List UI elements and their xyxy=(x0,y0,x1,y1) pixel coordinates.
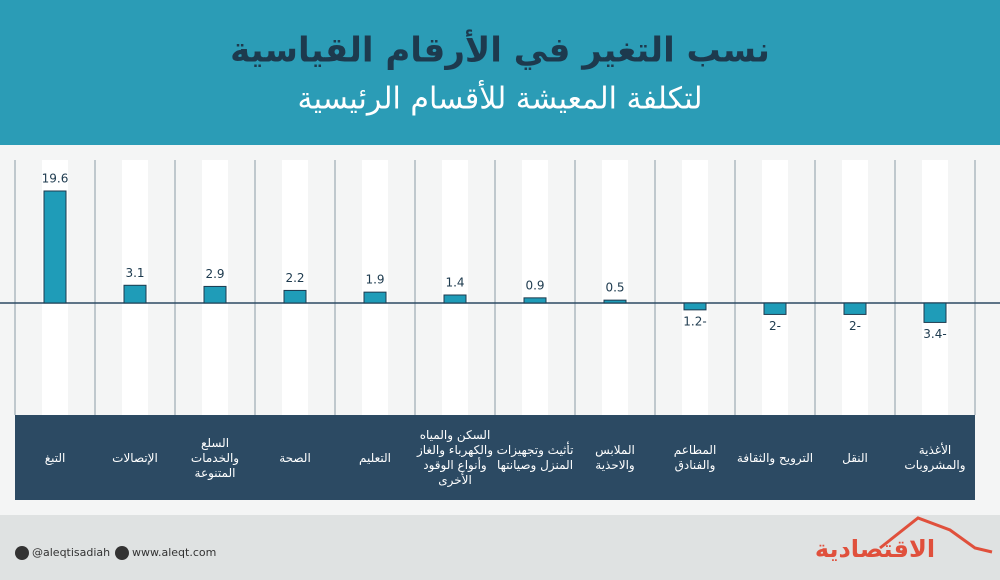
category-label: السلع والخدمات المتنوعة xyxy=(190,435,240,480)
bar xyxy=(923,302,947,323)
value-label: 3.1 xyxy=(125,266,144,280)
value-label: 0.5 xyxy=(605,281,624,295)
chart-title: نسب التغير في الأرقام القياسية xyxy=(230,29,770,71)
value-label: 2.9 xyxy=(205,267,224,281)
footer-band xyxy=(0,515,1000,580)
category-label: الأغذية والمشروبات xyxy=(904,443,966,472)
value-label: 2.2 xyxy=(285,271,304,285)
value-label: 0.9 xyxy=(525,278,544,292)
chart-subtitle: لتكلفة المعيشة للأقسام الرئيسية xyxy=(298,79,703,117)
value-label: 2- xyxy=(849,319,861,333)
bar xyxy=(523,297,547,304)
bar xyxy=(363,291,387,304)
column-stripe xyxy=(922,160,948,415)
column-stripe xyxy=(282,160,308,415)
category-label: المطاعم والفنادق xyxy=(673,443,717,472)
category-label: الصحة xyxy=(279,450,311,465)
bar xyxy=(283,289,307,304)
twitter-icon xyxy=(15,546,29,560)
bar xyxy=(43,190,67,304)
value-label: 1.4 xyxy=(445,276,464,290)
bar xyxy=(203,285,227,304)
header-band xyxy=(0,0,1000,145)
web-icon xyxy=(115,546,129,560)
value-label: 3.4- xyxy=(923,327,946,341)
column-stripe xyxy=(842,160,868,415)
column-stripe xyxy=(762,160,788,415)
value-label: 1.2- xyxy=(683,314,706,328)
column-stripe xyxy=(522,160,548,415)
column-stripe xyxy=(442,160,468,415)
value-label: 2- xyxy=(769,319,781,333)
bar xyxy=(763,302,787,315)
category-label: السكن والمياه والكهرباء والغاز وأنواع ال… xyxy=(416,428,494,487)
column-stripe xyxy=(362,160,388,415)
category-label: التعليم xyxy=(359,450,391,465)
bar xyxy=(443,294,467,304)
category-band xyxy=(15,415,975,500)
category-label: التبغ xyxy=(44,450,66,465)
brand: الاقتصادية xyxy=(815,535,935,563)
bar xyxy=(123,284,147,304)
column-stripe xyxy=(602,160,628,415)
logo-line xyxy=(879,516,993,554)
category-label: النقل xyxy=(842,450,868,465)
value-label: 1.9 xyxy=(365,273,384,287)
bar xyxy=(603,299,627,304)
category-label: تأثيث وتجهيزات المنزل وصيانتها xyxy=(496,443,574,472)
twitter-handle: @aleqtisadiah xyxy=(32,546,110,559)
category-label: الترويح والثقافة xyxy=(736,450,814,465)
category-label: الإتصالات xyxy=(112,450,158,465)
value-label: 19.6 xyxy=(42,172,69,186)
category-label: الملابس والاحذية xyxy=(595,443,635,472)
bar xyxy=(843,302,867,315)
column-stripe xyxy=(682,160,708,415)
bar xyxy=(683,302,707,311)
website: www.aleqt.com xyxy=(132,546,216,559)
